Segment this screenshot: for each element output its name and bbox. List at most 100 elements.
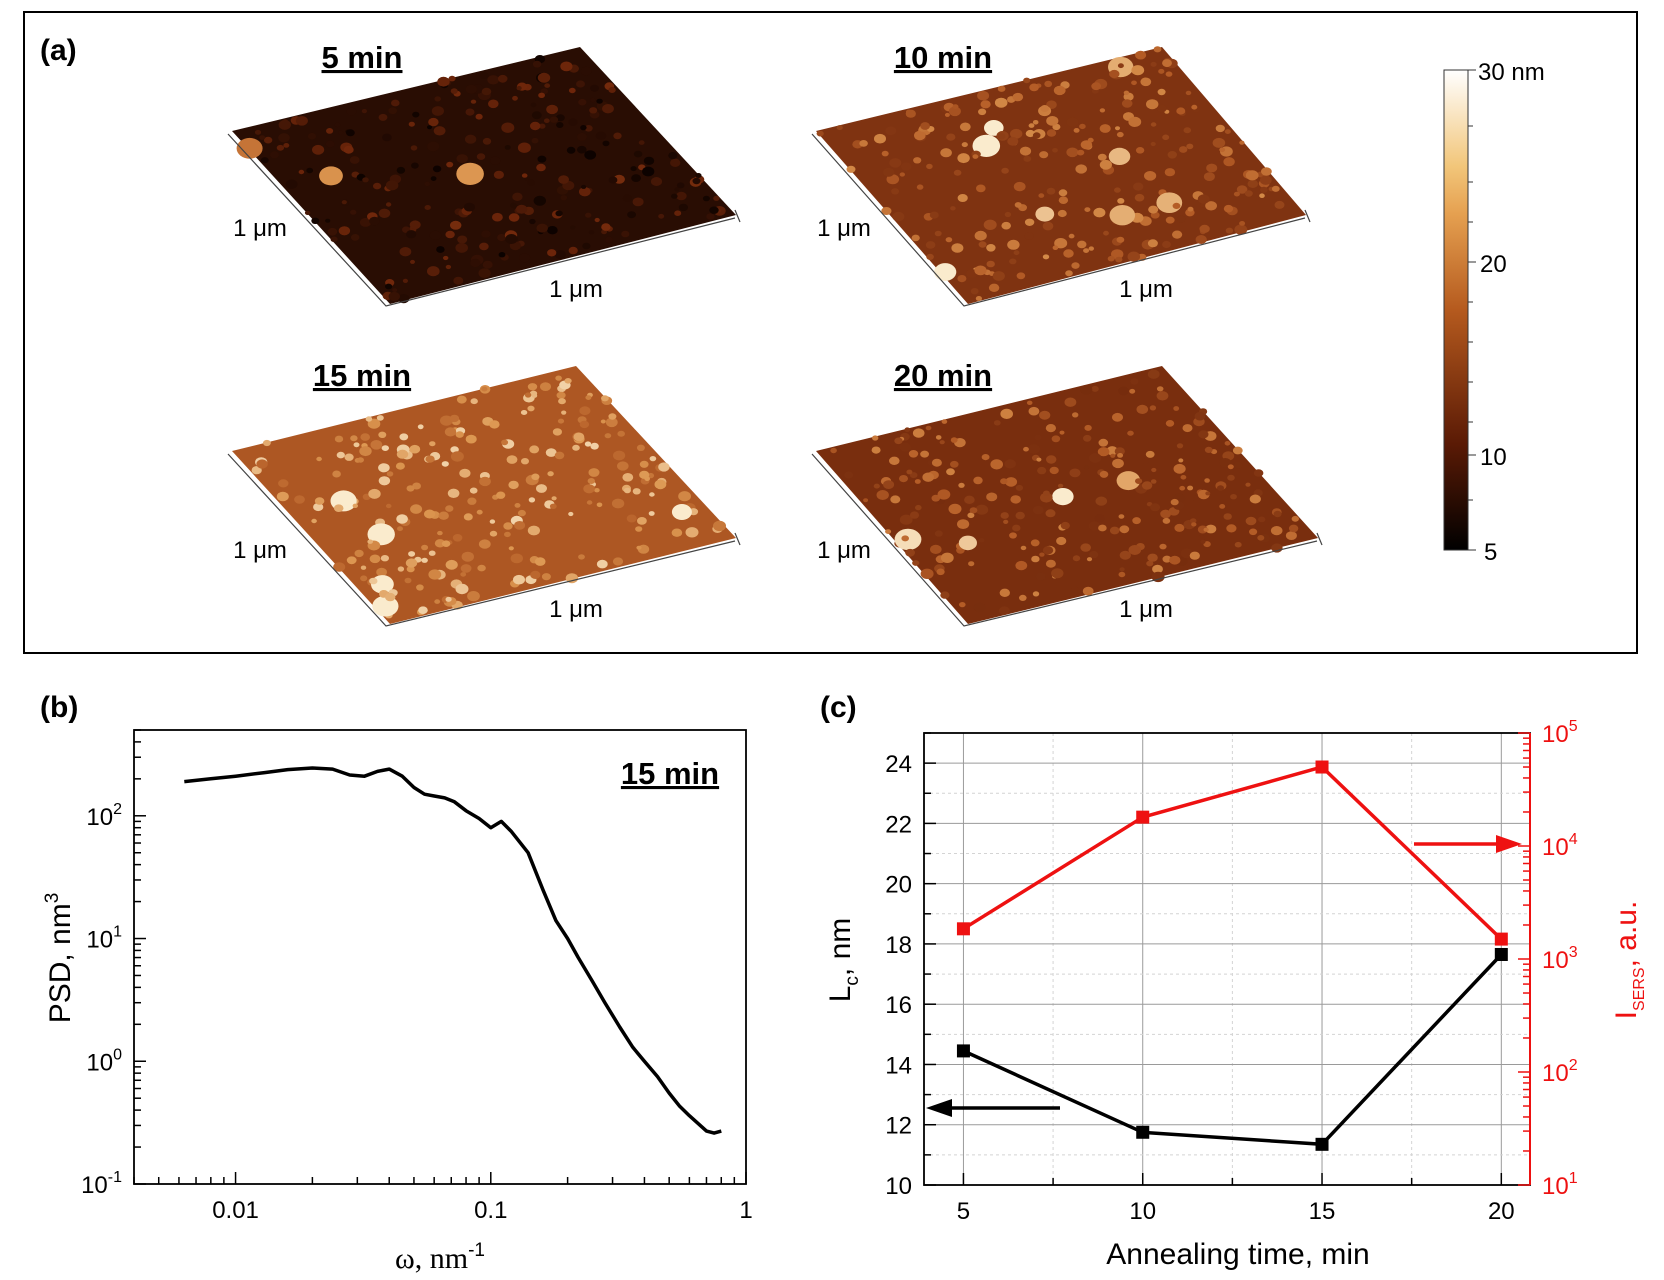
- isers-marker: [956, 922, 970, 936]
- afm-grain: [336, 451, 345, 459]
- afm-grain: [650, 177, 663, 186]
- afm-grain: [630, 166, 637, 172]
- afm-grains-5min: [236, 55, 726, 304]
- afm-grain: [579, 406, 591, 416]
- afm-grain: [1115, 256, 1123, 263]
- afm-grain: [1019, 594, 1027, 602]
- afm-grain: [605, 236, 613, 243]
- afm-grain: [578, 98, 587, 106]
- afm-grain: [470, 258, 481, 268]
- afm-grain: [1039, 552, 1045, 557]
- afm-grain: [334, 122, 341, 128]
- afm-grain: [695, 173, 702, 178]
- afm-grain: [1203, 172, 1215, 182]
- afm-grain: [670, 158, 681, 167]
- afm-grain: [465, 84, 477, 94]
- afm-grain: [496, 491, 506, 499]
- afm-grain: [527, 405, 535, 412]
- afm-grain: [1000, 478, 1008, 485]
- afm-grain: [585, 212, 592, 218]
- afm-grain: [635, 526, 643, 532]
- afm-grain: [1000, 408, 1013, 419]
- afm-scan-10min: 10 min 1 μm 1 μm: [811, 40, 1311, 307]
- afm-grain: [256, 459, 268, 469]
- afm-grain: [1034, 434, 1042, 441]
- afm-grain: [1119, 525, 1130, 534]
- afm-grain: [531, 473, 540, 481]
- afm-grain: [558, 398, 566, 405]
- afm-grain: [885, 126, 897, 136]
- afm-grain: [464, 134, 477, 144]
- afm-grain: [1031, 555, 1040, 563]
- lc-x-tick-label: 20: [1488, 1198, 1515, 1225]
- afm-grain: [1172, 230, 1183, 239]
- afm-grain: [980, 100, 991, 109]
- afm-grain: [1116, 471, 1141, 491]
- afm-grain: [1291, 515, 1300, 522]
- afm-grain: [1176, 215, 1186, 223]
- afm-grain: [538, 123, 546, 129]
- afm-grain: [934, 530, 943, 537]
- afm-grain: [568, 511, 574, 517]
- afm-grain: [349, 156, 360, 164]
- afm-grain: [1182, 424, 1193, 433]
- afm-grain: [251, 466, 262, 475]
- afm-grain: [1199, 224, 1210, 233]
- afm-grain: [1001, 221, 1011, 230]
- afm-grain: [612, 557, 624, 566]
- psd-x-tick-label: 1: [739, 1197, 752, 1224]
- afm-grain: [911, 234, 920, 242]
- afm-grain: [1230, 494, 1237, 500]
- afm-grain: [892, 211, 905, 222]
- afm-grain: [885, 529, 892, 534]
- afm-grain: [1083, 434, 1092, 442]
- afm-grain: [376, 567, 387, 577]
- afm-grain: [1259, 193, 1265, 198]
- afm-grain: [508, 213, 520, 222]
- afm-grain: [957, 519, 970, 529]
- afm-grain: [543, 118, 550, 123]
- afm-grain: [361, 109, 367, 114]
- afm-grain: [1003, 519, 1009, 525]
- afm-grain: [1170, 498, 1179, 506]
- afm-grain: [1239, 221, 1246, 226]
- afm-grain: [540, 382, 551, 391]
- afm-grain: [437, 530, 443, 536]
- afm-ylabel-20min: 1 μm: [817, 537, 871, 564]
- afm-grain: [602, 104, 614, 114]
- afm-grain: [450, 220, 462, 230]
- afm-grain: [1219, 147, 1226, 153]
- afm-grain: [1015, 511, 1025, 520]
- afm-scan-20min: 20 min 1 μm 1 μm: [811, 358, 1323, 627]
- afm-xlabel-15min: 1 μm: [549, 596, 603, 623]
- afm-grain: [969, 507, 978, 514]
- afm-grain: [594, 217, 600, 223]
- afm-grain: [1091, 385, 1099, 392]
- afm-grain: [1224, 129, 1231, 135]
- afm-grain: [582, 242, 591, 250]
- afm-grain: [1054, 238, 1068, 249]
- afm-grain: [1046, 187, 1056, 195]
- afm-grain: [1136, 404, 1149, 414]
- afm-grain: [950, 437, 958, 443]
- afm-grain: [1165, 420, 1175, 427]
- psd-x-tick-label: 0.01: [212, 1197, 259, 1224]
- afm-grain: [909, 472, 918, 479]
- afm-grain: [977, 90, 990, 101]
- afm-grain: [412, 111, 420, 118]
- lc-x-tick-label: 5: [957, 1198, 970, 1225]
- lc-marker: [1315, 1137, 1329, 1151]
- afm-grain: [1010, 495, 1021, 504]
- afm-grain: [263, 439, 271, 447]
- afm-grain: [678, 491, 691, 502]
- afm-grain: [990, 459, 1003, 470]
- afm-grain: [410, 504, 423, 514]
- afm-grain: [1205, 524, 1217, 534]
- colorbar-top-label: 30 nm: [1478, 59, 1545, 86]
- afm-grain: [396, 514, 408, 524]
- afm-grain: [883, 167, 895, 177]
- afm-grain: [478, 268, 491, 278]
- afm-grain: [580, 66, 592, 76]
- afm-grain: [621, 230, 630, 238]
